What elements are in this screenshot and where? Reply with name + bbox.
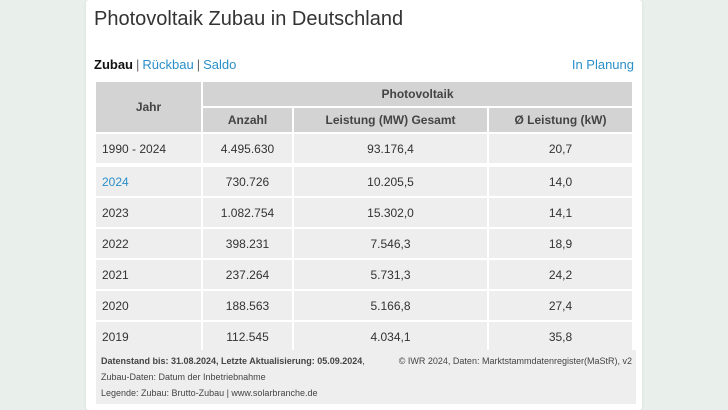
table-row: 2020 188.563 5.166,8 27,4 (96, 291, 632, 320)
tab-zubau[interactable]: Zubau (94, 57, 133, 72)
cell-anzahl: 237.264 (203, 260, 292, 289)
cell-anzahl: 112.545 (203, 322, 292, 351)
tab-rueckbau[interactable]: Rückbau (142, 57, 194, 72)
table-row: 2019 112.545 4.034,1 35,8 (96, 322, 632, 351)
tab-separator: | (196, 57, 201, 72)
cell-leistung: 5.731,3 (294, 260, 487, 289)
cell-anzahl: 398.231 (203, 229, 292, 258)
cell-jahr: 2021 (96, 260, 201, 289)
view-tabs: Zubau | Rückbau | Saldo (94, 57, 236, 72)
table-row: 2022 398.231 7.546,3 18,9 (96, 229, 632, 258)
header-jahr: Jahr (96, 82, 201, 132)
tab-separator: | (136, 57, 140, 72)
cell-jahr: 2019 (96, 322, 201, 351)
cell-jahr: 2020 (96, 291, 201, 320)
cell-leistung: 10.205,5 (294, 167, 487, 196)
cell-avg: 24,2 (489, 260, 632, 289)
footer-datenstand: Datenstand bis: 31.08.2024, Letzte Aktua… (101, 356, 365, 366)
header-photovoltaik: Photovoltaik (203, 82, 632, 106)
header-avg-leistung: Ø Leistung (kW) (489, 108, 632, 132)
table-row: 2023 1.082.754 15.302,0 14,1 (96, 198, 632, 227)
tab-saldo[interactable]: Saldo (203, 57, 237, 72)
cell-anzahl: 730.726 (203, 167, 292, 196)
cell-leistung: 93.176,4 (294, 134, 487, 163)
footer-zubau-daten: Zubau-Daten: Datum der Inbetriebnahme (101, 372, 266, 382)
footer-legende: Legende: Zubau: Brutto-Zubau | www.solar… (101, 388, 318, 398)
cell-leistung: 4.034,1 (294, 322, 487, 351)
cell-avg: 18,9 (489, 229, 632, 258)
cell-avg: 14,0 (489, 167, 632, 196)
cell-leistung: 5.166,8 (294, 291, 487, 320)
in-planung-link[interactable]: In Planung (571, 57, 634, 72)
datenstand-text: Datenstand bis: 31.08.2024, Letzte Aktua… (101, 356, 363, 366)
cell-avg: 14,1 (489, 198, 632, 227)
table-row: 2021 237.264 5.731,3 24,2 (96, 260, 632, 289)
zubau-table: Jahr Photovoltaik Anzahl Leistung (MW) G… (94, 80, 634, 353)
cell-avg: 35,8 (489, 322, 632, 351)
footer-copyright: © IWR 2024, Daten: Marktstammdatenregist… (398, 356, 632, 366)
cell-anzahl: 4.495.630 (203, 134, 292, 163)
page-title: Photovoltaik Zubau in Deutschland (94, 8, 404, 30)
cell-jahr: 2023 (96, 198, 201, 227)
header-leistung: Leistung (MW) Gesamt (294, 108, 487, 132)
cell-avg: 27,4 (489, 291, 632, 320)
cell-avg: 20,7 (489, 134, 632, 163)
datenstand-suffix: , (362, 356, 365, 366)
header-anzahl: Anzahl (203, 108, 292, 132)
cell-jahr: 2022 (96, 229, 201, 258)
table-row-total: 1990 - 2024 4.495.630 93.176,4 20,7 (96, 134, 632, 163)
cell-leistung: 7.546,3 (294, 229, 487, 258)
cell-jahr-link[interactable]: 2024 (96, 167, 201, 196)
cell-jahr: 1990 - 2024 (96, 134, 201, 163)
cell-leistung: 15.302,0 (294, 198, 487, 227)
cell-anzahl: 1.082.754 (203, 198, 292, 227)
table-row: 2024 730.726 10.205,5 14,0 (96, 167, 632, 196)
content-card: Photovoltaik Zubau in Deutschland Zubau |… (86, 0, 642, 410)
cell-anzahl: 188.563 (203, 291, 292, 320)
table-footer: Datenstand bis: 31.08.2024, Letzte Aktua… (96, 350, 636, 404)
